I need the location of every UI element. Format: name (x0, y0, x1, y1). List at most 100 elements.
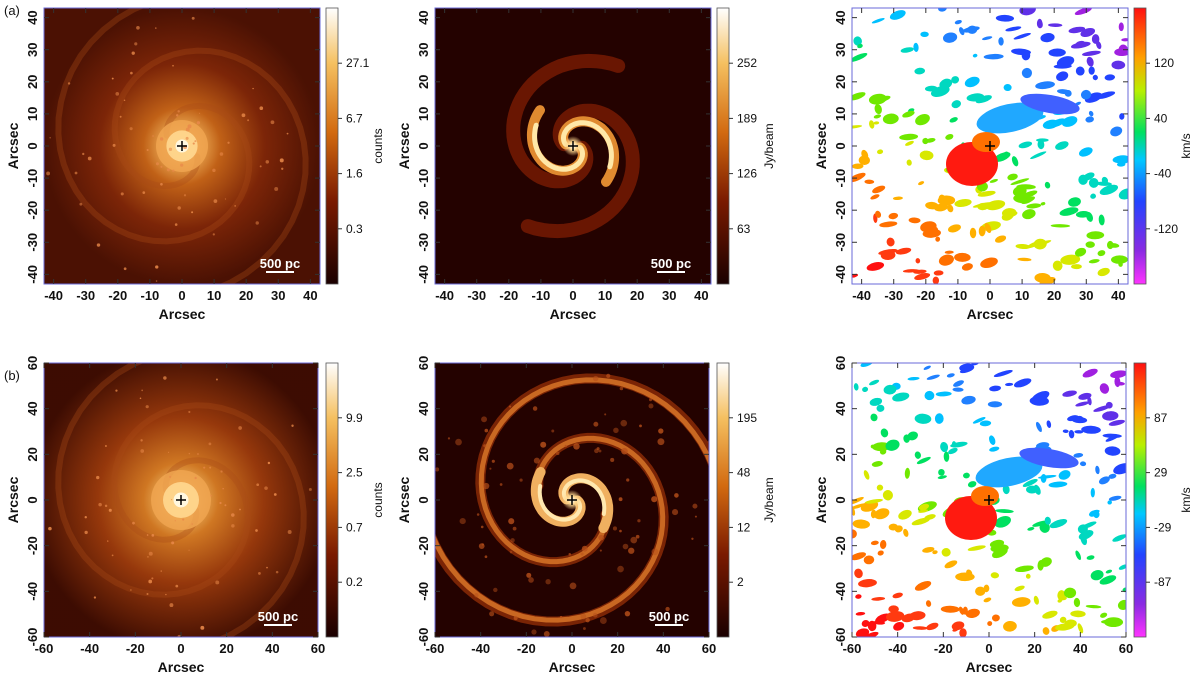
x-tick-label: 10 (1015, 288, 1029, 303)
x-tick-label: 40 (656, 641, 670, 656)
row-a: (a) 500 pc -40 -40 -30 -30 -20 -20 -10 -10 0 0 10 10 2… (4, 3, 1193, 322)
y-tick-label: 30 (25, 42, 40, 56)
y-tick-label: 60 (25, 356, 40, 370)
colorbar-tick-label: 27.1 (346, 56, 370, 70)
colorbar-tick-label: 0.2 (346, 575, 363, 589)
x-tick-label: 0 (568, 641, 575, 656)
x-tick-label: 40 (1073, 641, 1087, 656)
y-tick-label: -10 (25, 169, 40, 188)
x-tick-label: 10 (207, 288, 221, 303)
x-tick-label: 0 (985, 641, 992, 656)
x-tick-label: -60 (35, 641, 54, 656)
y-tick-label: 40 (416, 10, 431, 24)
y-tick-label: -10 (416, 169, 431, 188)
y-tick-label: -20 (25, 536, 40, 555)
x-tick-label: 10 (598, 288, 612, 303)
y-tick-label: -10 (833, 169, 848, 188)
panel-a-1: 500 pc -40 -40 -30 -30 -20 -20 -10 -10 0 0 10 10 20 20… (5, 7, 385, 322)
panel-b-3: -60-60 -40 -40 -20 -20 0 0 20 20 40 40 60 60 Arcsec Ar… (813, 356, 1193, 675)
y-tick-label: 60 (833, 356, 848, 370)
x-tick-label: 60 (1119, 641, 1133, 656)
colorbar-title: counts (371, 482, 385, 517)
colorbar (325, 7, 339, 285)
x-tick-label: 30 (271, 288, 285, 303)
y-tick-label: 20 (833, 75, 848, 89)
x-tick-label: 30 (662, 288, 676, 303)
colorbar-title: Jy/beam (762, 123, 776, 168)
colorbar-tick-label: -87 (1154, 575, 1172, 589)
colorbar-tick-label: 0.7 (346, 520, 363, 534)
y-axis-label: Arcsec (5, 476, 21, 523)
y-tick-label: -40 (833, 582, 848, 601)
y-tick-label: 10 (416, 107, 431, 121)
y-tick-label: 20 (25, 75, 40, 89)
y-tick-label: 40 (25, 401, 40, 415)
colorbar-tick-label: 2.5 (346, 466, 363, 480)
colorbar-tick-label: 195 (737, 411, 757, 425)
y-tick-label: -30 (25, 233, 40, 252)
x-tick-label: -40 (852, 288, 871, 303)
colorbar-tick-label: 1.6 (346, 167, 363, 181)
scale-bar-label: 500 pc (649, 609, 689, 624)
colorbar-tick-label: 12 (737, 520, 751, 534)
x-tick-label: -10 (141, 288, 160, 303)
y-tick-label: 30 (833, 42, 848, 56)
x-axis-label: Arcsec (966, 659, 1013, 675)
colorbar-tick-label: -29 (1154, 520, 1172, 534)
scale-bar-label: 500 pc (651, 256, 691, 271)
y-tick-label: 40 (833, 10, 848, 24)
y-axis-label: Arcsec (396, 122, 412, 169)
x-tick-label: -30 (884, 288, 903, 303)
colorbar (1133, 362, 1147, 638)
y-tick-label: -20 (833, 201, 848, 220)
y-tick-label: -40 (416, 582, 431, 601)
scale-bar-label: 500 pc (260, 256, 300, 271)
x-axis-label: Arcsec (159, 306, 206, 322)
y-tick-label: 40 (416, 401, 431, 415)
colorbar-title: km/s (1179, 133, 1193, 158)
x-tick-label: -20 (499, 288, 518, 303)
colorbar-tick-label: -40 (1154, 167, 1172, 181)
x-tick-label: -20 (126, 641, 145, 656)
colorbar-tick-label: 189 (737, 111, 757, 125)
colorbar-title: counts (371, 128, 385, 163)
x-tick-label: 20 (630, 288, 644, 303)
x-tick-label: 60 (702, 641, 716, 656)
y-tick-label: -40 (833, 265, 848, 284)
colorbar (716, 362, 730, 638)
colorbar-title: Jy/beam (762, 477, 776, 522)
x-axis-label: Arcsec (158, 659, 205, 675)
x-tick-label: 0 (177, 641, 184, 656)
x-tick-label: 60 (311, 641, 325, 656)
colorbar (716, 7, 730, 285)
y-tick-label: -20 (416, 201, 431, 220)
y-tick-label: 10 (25, 107, 40, 121)
y-axis-label: Arcsec (5, 122, 21, 169)
panel-a-2: 500 pc -40 -40 -30 -30 -20 -20 -10 -10 0 0 10 10 20 20… (396, 7, 776, 322)
colorbar-tick-label: 6.7 (346, 111, 363, 125)
y-tick-label: -30 (416, 233, 431, 252)
colorbar-tick-label: 63 (737, 222, 751, 236)
y-tick-label: -20 (833, 536, 848, 555)
colorbar (1133, 7, 1147, 285)
row-b: (b)500 pc-60-60-40-40-20-200020204040606… (4, 356, 1193, 675)
colorbar-tick-label: 48 (737, 466, 751, 480)
y-tick-label: 20 (25, 447, 40, 461)
colorbar-tick-label: 126 (737, 167, 757, 181)
colorbar-tick-label: 40 (1154, 111, 1168, 125)
x-tick-label: 40 (1111, 288, 1125, 303)
colorbar-tick-label: 29 (1154, 466, 1168, 480)
row-tag: (a) (4, 3, 20, 18)
x-tick-label: 40 (694, 288, 708, 303)
x-tick-label: -40 (888, 641, 907, 656)
y-tick-label: 60 (416, 356, 431, 370)
colorbar-tick-label: 252 (737, 56, 757, 70)
y-tick-label: -40 (25, 582, 40, 601)
y-tick-label: -30 (833, 233, 848, 252)
x-tick-label: 40 (265, 641, 279, 656)
x-axis-label: Arcsec (967, 306, 1014, 322)
scale-bar-label: 500 pc (258, 609, 298, 624)
y-tick-label: 40 (833, 401, 848, 415)
x-tick-label: -40 (471, 641, 490, 656)
y-tick-label: 0 (416, 496, 431, 503)
